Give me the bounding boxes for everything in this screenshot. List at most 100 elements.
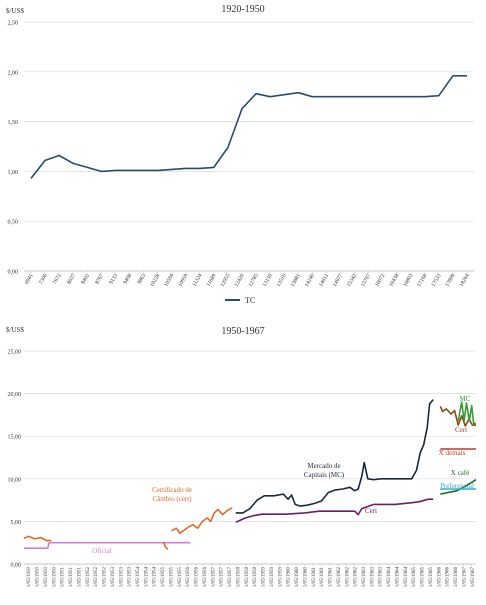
annotation-label: Câmbio (cert) [152, 495, 192, 503]
annotation-label: Preferencial [440, 482, 474, 490]
series-line-x-caf [440, 479, 477, 495]
series-line-mercado-de-capitais-mc [235, 399, 434, 514]
x-tick-label: 1/05/1955 [161, 567, 166, 588]
x-tick-label: 1/05/1962 [337, 567, 342, 588]
x-tick-label: 1/05/1964 [395, 567, 400, 588]
x-tick-label: 1/05/1957 [228, 567, 233, 588]
x-tick-label: 1/05/1960 [303, 567, 308, 588]
x-tick-label: 1/05/1961 [320, 567, 325, 588]
annotation-label: Cert [455, 426, 467, 434]
x-tick-label: 12055 [220, 273, 232, 288]
x-tick-label: 1/05/1955 [178, 567, 183, 588]
x-tick-label: 10959 [177, 273, 189, 288]
x-tick-label: 1/05/1958 [245, 567, 250, 588]
x-tick-label: 1/05/1966 [437, 567, 442, 588]
y-axis-unit: $/US$ [6, 7, 24, 15]
y-tick-label: 2,00 [8, 70, 19, 76]
x-tick-label: 1/05/1958 [253, 567, 258, 588]
x-tick-label: 14977 [332, 273, 344, 288]
x-tick-label: 7672 [52, 273, 63, 286]
x-tick-label: 1/05/1962 [354, 567, 359, 588]
y-tick-label: 0,50 [8, 220, 19, 226]
x-tick-label: 1/05/1953 [111, 567, 116, 588]
series-line-certificado-de-c-mbio-cert [162, 541, 169, 551]
annotation-label: Certificado de [152, 486, 192, 494]
series-line-oficial [24, 541, 191, 549]
y-tick-label: 0,00 [8, 270, 19, 276]
x-tick-label: 1/05/1952 [103, 567, 108, 588]
x-tick-label: 17168 [416, 273, 428, 288]
annotation-label: MC [460, 395, 471, 403]
x-tick-label: 1/05/1965 [412, 567, 417, 588]
legend-label: TC [245, 296, 255, 305]
annotation-label: X demais [439, 449, 466, 457]
series-line-certificado-de-c-mbio-cert [23, 535, 52, 542]
x-tick-label: 14611 [318, 273, 330, 288]
y-tick-label: 5,00 [11, 520, 22, 526]
x-tick-label: 9498 [123, 273, 134, 286]
x-tick-label: 16072 [374, 273, 386, 288]
annotation-label: Cert [365, 507, 377, 515]
x-tick-label: 8767 [94, 273, 105, 286]
x-tick-label: 1/05/1963 [370, 567, 375, 588]
x-tick-label: 1/05/1963 [379, 567, 384, 588]
y-tick-label: 20,00 [8, 392, 22, 398]
annotation-label: X café [451, 469, 469, 477]
y-tick-label: 1,50 [8, 120, 19, 126]
x-tick-label: 1/05/1956 [195, 567, 200, 588]
x-tick-label: 1/05/1950 [27, 567, 32, 588]
x-tick-label: 11689 [206, 273, 218, 288]
x-tick-label: 15707 [360, 273, 372, 288]
x-tick-label: 15342 [346, 273, 358, 288]
x-tick-label: 1/05/1957 [220, 567, 225, 588]
x-tick-label: 1/05/1961 [312, 567, 317, 588]
x-tick-label: 1/05/1966 [454, 567, 459, 588]
x-tick-label: 13881 [290, 273, 302, 288]
series-line-cert [235, 498, 434, 524]
x-tick-label: 8037 [66, 273, 77, 286]
x-tick-label: 1/05/1950 [44, 567, 49, 588]
x-tick-label: 1/05/1950 [36, 567, 41, 588]
x-tick-label: 1/05/1951 [77, 567, 82, 588]
chart-title: 1950-1967 [221, 326, 264, 337]
x-tick-label: 13516 [276, 273, 288, 288]
x-tick-label: 10594 [163, 273, 175, 288]
x-tick-label: 11324 [192, 273, 204, 288]
annotation-label: Oficial [92, 547, 111, 555]
x-tick-label: 14246 [304, 273, 316, 288]
x-tick-label: 17899 [445, 273, 457, 288]
x-tick-label: 8402 [80, 273, 91, 286]
x-tick-label: 9133 [108, 273, 119, 286]
x-tick-label: 1/05/1959 [262, 567, 267, 588]
y-tick-label: 1,00 [8, 170, 19, 176]
x-tick-label: 1/05/1954 [153, 567, 158, 588]
x-tick-label: 7306 [38, 273, 49, 286]
y-tick-label: 0,00 [11, 563, 22, 569]
x-tick-label: 1/05/1952 [86, 567, 91, 588]
y-tick-label: 2,50 [8, 21, 19, 27]
x-tick-label: 1/05/1952 [94, 567, 99, 588]
y-tick-label: 10,00 [8, 477, 22, 483]
series-line-certificado-de-c-mbio-cert [171, 507, 233, 535]
series-line-mc [457, 401, 476, 425]
x-tick-label: 1/05/1950 [52, 567, 57, 588]
x-tick-label: 18264 [459, 273, 471, 288]
x-tick-label: 1/05/1953 [128, 567, 133, 588]
annotation-label: Capitais (MC) [304, 471, 345, 479]
x-tick-label: 1/05/1954 [136, 567, 141, 588]
x-tick-label: 12420 [234, 273, 246, 288]
x-tick-label: 1/05/1951 [69, 567, 74, 588]
x-tick-label: 13150 [262, 273, 274, 288]
y-tick-label: 25,00 [8, 350, 22, 356]
x-tick-label: 1/05/1962 [345, 567, 350, 588]
x-tick-label: 16803 [402, 273, 414, 288]
x-tick-label: 1/05/1963 [362, 567, 367, 588]
y-tick-label: 15,00 [8, 435, 22, 441]
x-tick-label: 1/05/1959 [278, 567, 283, 588]
x-tick-label: 1/05/1967 [471, 567, 476, 588]
x-tick-label: 1/05/1956 [186, 567, 191, 588]
x-tick-label: 12785 [248, 273, 260, 288]
series-line-cert [439, 406, 476, 427]
x-tick-label: 1/05/1965 [429, 567, 434, 588]
x-tick-label: 1/05/1951 [61, 567, 66, 588]
